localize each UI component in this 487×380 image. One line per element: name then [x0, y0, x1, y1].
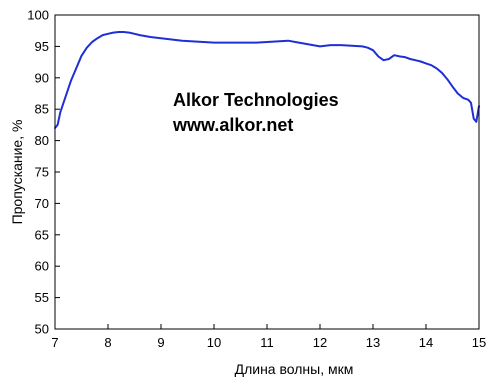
y-tick-label: 80: [35, 133, 49, 148]
x-axis-title: Длина волны, мкм: [235, 361, 354, 377]
x-tick-label: 7: [51, 335, 58, 350]
x-tick-label: 8: [104, 335, 111, 350]
y-tick-label: 95: [35, 39, 49, 54]
y-tick-label: 100: [27, 8, 49, 23]
x-tick-label: 10: [207, 335, 221, 350]
x-tick-label: 12: [313, 335, 327, 350]
y-axis-title: Пропускание, %: [9, 120, 25, 225]
y-tick-label: 90: [35, 70, 49, 85]
plot-frame: [54, 14, 480, 330]
y-tick-label: 50: [35, 322, 49, 337]
x-tick-label: 13: [366, 335, 380, 350]
x-tick-label: 14: [419, 335, 433, 350]
annotation-company: Alkor Technologies: [173, 90, 339, 110]
transmission-line: [54, 31, 480, 129]
y-tick-label: 75: [35, 165, 49, 180]
y-tick-label: 85: [35, 102, 49, 117]
annotation-url: www.alkor.net: [172, 115, 293, 135]
y-tick-label: 70: [35, 196, 49, 211]
y-tick-label: 60: [35, 259, 49, 274]
axis-ticks: [54, 14, 480, 330]
x-tick-label: 11: [260, 335, 274, 350]
tick-labels: 7 8 9 10 11 12 13 14 15 50 55 60 65 70 75 80 85 90 95 100: [27, 8, 486, 351]
x-tick-label: 15: [472, 335, 486, 350]
y-tick-label: 55: [35, 290, 49, 305]
x-tick-label: 9: [157, 335, 164, 350]
y-tick-label: 65: [35, 227, 49, 242]
